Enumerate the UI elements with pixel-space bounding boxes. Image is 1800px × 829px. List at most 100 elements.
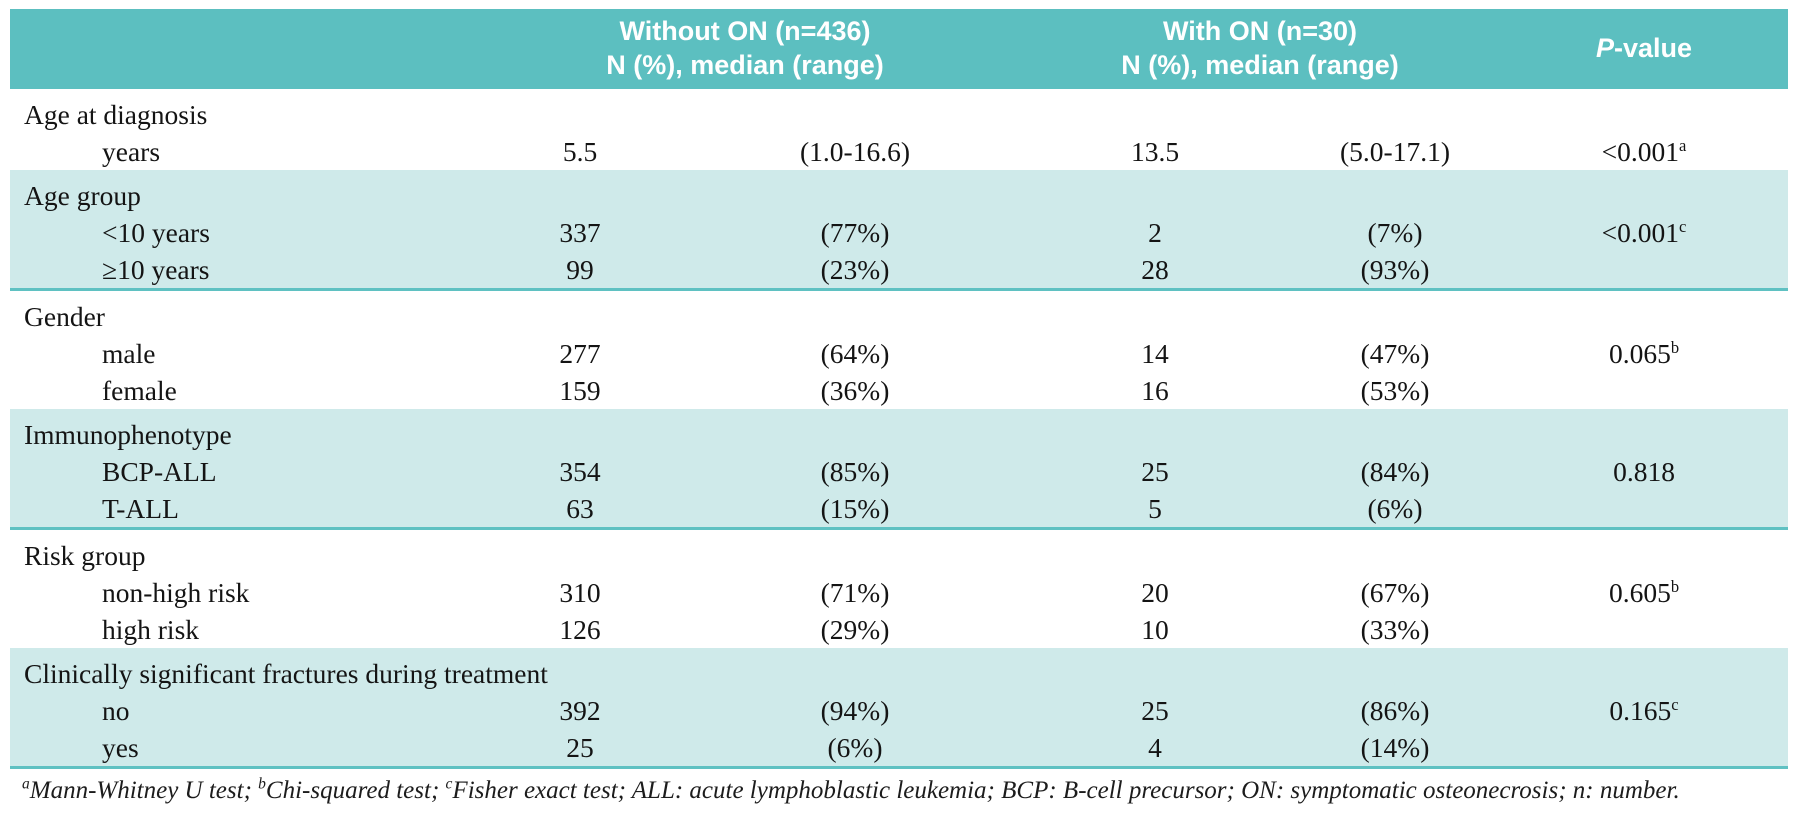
row-label: female xyxy=(102,375,177,406)
table-figure: Without ON (n=436) N (%), median (range)… xyxy=(10,9,1788,804)
table-row: no 392 (94%) 25 (86%) 0.165c xyxy=(10,692,1788,729)
table-section-5: Clinically significant fractures during … xyxy=(10,648,1788,768)
table-row: <10 years 337 (77%) 2 (7%) <0.001c xyxy=(10,214,1788,251)
table-footnote: aMann-Whitney U test; bChi-squared test;… xyxy=(22,775,1680,804)
table-header: Without ON (n=436) N (%), median (range)… xyxy=(10,9,1788,89)
cell-without-n: 310 xyxy=(559,577,601,608)
cell-p-value: <0.001c xyxy=(1601,216,1687,248)
cell-p-value: 0.165c xyxy=(1609,694,1679,726)
cell-without-pct: (36%) xyxy=(820,375,890,406)
row-label: ≥10 years xyxy=(102,254,210,285)
cell-without-n: 354 xyxy=(559,456,601,487)
table-row: female 159 (36%) 16 (53%) xyxy=(10,372,1788,409)
table-section-2: Gender male 277 (64%) 14 (47%) 0.065b female 159… xyxy=(10,289,1788,409)
cell-without-n: 337 xyxy=(559,217,601,248)
table-section-3: Immunophenotype BCP-ALL 354 (85%) 25 (84%) 0.8… xyxy=(10,409,1788,529)
cell-with-n: 14 xyxy=(1141,338,1169,369)
row-label: <10 years xyxy=(102,217,210,248)
table-row: years 5.5 (1.0-16.6) 13.5 (5.0-17.1) <0.001a xyxy=(10,133,1788,170)
p-value-italic-p: P xyxy=(1595,33,1614,63)
section-label: Age group xyxy=(24,180,141,211)
header-without-on-title: Without ON (n=436) xyxy=(619,16,871,46)
cell-without-pct: (71%) xyxy=(820,577,890,608)
footnote-superscript: a xyxy=(22,775,30,793)
p-value-rest: -value xyxy=(1613,33,1693,63)
table-row: non-high risk 310 (71%) 20 (67%) 0.605b xyxy=(10,574,1788,611)
header-with-on-title: With ON (n=30) xyxy=(1162,16,1357,46)
table-section-1: Age group <10 years 337 (77%) 2 (7%) <0.001c ≥1… xyxy=(10,170,1788,290)
cell-without-n: 99 xyxy=(566,254,594,285)
p-value-superscript: c xyxy=(1671,694,1679,714)
row-label: BCP-ALL xyxy=(102,456,217,487)
header-without-on-subtitle: N (%), median (range) xyxy=(606,50,884,80)
cell-with-n: 28 xyxy=(1141,254,1169,285)
section-label: Gender xyxy=(24,301,105,332)
section-label: Age at diagnosis xyxy=(24,99,208,130)
section-label: Clinically significant fractures during … xyxy=(24,658,548,689)
cell-p-value xyxy=(1500,729,1788,768)
header-with-on: With ON (n=30) N (%), median (range) xyxy=(1020,9,1500,89)
p-value-superscript: c xyxy=(1679,216,1687,236)
cell-p-value: 0.818 xyxy=(1613,456,1675,487)
cell-with-pct: (53%) xyxy=(1360,375,1430,406)
cell-p-value xyxy=(1500,490,1788,529)
row-label: non-high risk xyxy=(102,577,250,608)
section-group-row: Immunophenotype xyxy=(10,409,1788,453)
table-row: ≥10 years 99 (23%) 28 (93%) xyxy=(10,251,1788,290)
cell-without-n: 25 xyxy=(566,732,594,763)
cell-with-pct: (47%) xyxy=(1360,338,1430,369)
cell-with-pct: (7%) xyxy=(1367,217,1423,248)
section-label: Immunophenotype xyxy=(24,419,232,450)
cell-p-value: 0.605b xyxy=(1608,576,1680,608)
header-with-on-subtitle: N (%), median (range) xyxy=(1121,50,1399,80)
header-without-on: Without ON (n=436) N (%), median (range) xyxy=(470,9,1020,89)
p-value-superscript: b xyxy=(1670,337,1680,357)
cell-with-n: 5 xyxy=(1148,493,1162,524)
cell-with-pct: (14%) xyxy=(1360,732,1430,763)
cell-with-n: 10 xyxy=(1141,614,1169,645)
section-group-row: Age at diagnosis xyxy=(10,89,1788,133)
cell-with-pct: (93%) xyxy=(1360,254,1430,285)
section-group-row: Age group xyxy=(10,170,1788,214)
header-p-value: P-value xyxy=(1500,9,1788,89)
cell-without-pct: (77%) xyxy=(820,217,890,248)
cell-with-pct: (6%) xyxy=(1367,493,1423,524)
cell-with-n: 16 xyxy=(1141,375,1169,406)
p-value-superscript: b xyxy=(1670,576,1680,596)
patient-characteristics-table: Without ON (n=436) N (%), median (range)… xyxy=(10,9,1788,769)
footnote-superscript: c xyxy=(445,775,453,793)
table-row: T-ALL 63 (15%) 5 (6%) xyxy=(10,490,1788,529)
footnote-superscript: b xyxy=(258,775,266,793)
cell-with-pct: (33%) xyxy=(1360,614,1430,645)
table-section-4: Risk group non-high risk 310 (71%) 20 (67%) 0.… xyxy=(10,528,1788,648)
cell-with-n: 2 xyxy=(1148,217,1162,248)
table-row: yes 25 (6%) 4 (14%) xyxy=(10,729,1788,768)
cell-p-value: 0.065b xyxy=(1608,337,1680,369)
cell-without-n: 392 xyxy=(559,695,601,726)
cell-p-value xyxy=(1500,611,1788,648)
cell-with-n: 25 xyxy=(1141,695,1169,726)
section-group-row: Clinically significant fractures during … xyxy=(10,648,1788,692)
header-empty-cell xyxy=(10,9,470,89)
table-section-0: Age at diagnosis years 5.5 (1.0-16.6) 13.5 (5… xyxy=(10,89,1788,170)
cell-without-n: 277 xyxy=(559,338,601,369)
cell-without-pct: (64%) xyxy=(820,338,890,369)
table-row: male 277 (64%) 14 (47%) 0.065b xyxy=(10,335,1788,372)
cell-with-pct: (84%) xyxy=(1360,456,1430,487)
cell-without-pct: (6%) xyxy=(827,732,883,763)
cell-without-n: 126 xyxy=(559,614,601,645)
section-label: Risk group xyxy=(24,540,146,571)
cell-without-pct: (85%) xyxy=(820,456,890,487)
cell-with-n: 25 xyxy=(1141,456,1169,487)
cell-with-n: 4 xyxy=(1148,732,1162,763)
cell-without-pct: (23%) xyxy=(820,254,890,285)
p-value-superscript: a xyxy=(1679,135,1687,155)
row-label: T-ALL xyxy=(102,493,179,524)
cell-without-n: 63 xyxy=(566,493,594,524)
cell-with-n: 13.5 xyxy=(1130,136,1180,167)
cell-with-pct: (67%) xyxy=(1360,577,1430,608)
row-label: years xyxy=(102,136,161,167)
cell-without-pct: (29%) xyxy=(820,614,890,645)
cell-without-n: 159 xyxy=(559,375,601,406)
section-group-row: Risk group xyxy=(10,529,1788,575)
